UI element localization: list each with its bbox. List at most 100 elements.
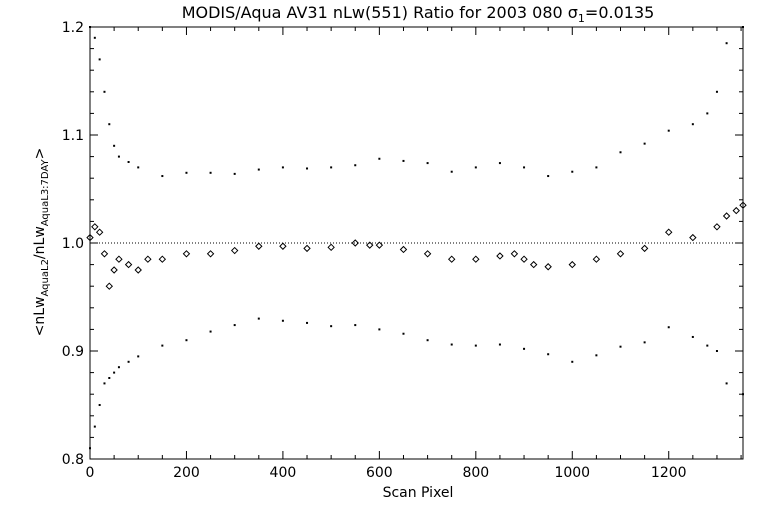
chart-title: MODIS/Aqua AV31 nLw(551) Ratio for 2003 …	[182, 3, 655, 25]
data-point	[523, 166, 526, 169]
data-point	[544, 263, 552, 271]
x-tick-label: 1000	[554, 465, 590, 481]
x-tick-label: 400	[270, 465, 297, 481]
data-point	[366, 241, 374, 249]
data-point	[510, 250, 519, 258]
data-point	[523, 347, 526, 350]
data-point	[450, 170, 453, 173]
data-point	[91, 223, 99, 231]
data-point	[354, 324, 357, 327]
data-point	[161, 344, 164, 347]
data-point	[89, 447, 91, 450]
data-point	[715, 90, 718, 93]
data-point	[402, 332, 405, 335]
data-point	[206, 250, 215, 258]
data-point	[520, 255, 528, 263]
data-point	[327, 243, 335, 252]
data-point	[568, 260, 576, 269]
x-tick-label: 0	[86, 465, 95, 481]
data-point	[616, 250, 625, 258]
y-tick-label: 1.0	[62, 236, 84, 252]
data-point	[233, 172, 236, 175]
y-tick-label: 0.8	[62, 452, 84, 468]
data-point	[547, 175, 550, 178]
data-point	[447, 255, 456, 263]
data-point	[619, 151, 622, 154]
series-mean-ratio	[86, 201, 747, 290]
data-point	[209, 171, 212, 174]
data-point	[547, 353, 550, 356]
data-point	[742, 26, 744, 28]
data-point	[722, 212, 731, 220]
data-point	[306, 167, 309, 170]
data-point	[399, 245, 408, 254]
data-point	[667, 326, 670, 329]
data-point	[110, 266, 118, 274]
data-point	[498, 162, 501, 165]
data-point	[472, 255, 480, 263]
data-point	[98, 58, 101, 61]
data-point	[89, 26, 91, 28]
data-point	[105, 282, 113, 290]
data-point	[93, 425, 96, 428]
data-point	[706, 344, 709, 347]
x-tick-label: 800	[462, 465, 489, 481]
y-tick-label: 1.1	[62, 128, 84, 144]
data-point	[281, 319, 284, 322]
y-axis-label: <nLwAquaL2/nLwAquaL3:7DAY>	[32, 148, 51, 337]
y-tick-label: 0.9	[62, 344, 84, 360]
series-upper-bound	[89, 26, 744, 178]
data-point	[595, 166, 598, 169]
y-tick-label: 1.2	[62, 20, 84, 36]
data-point	[423, 250, 432, 258]
data-point	[715, 350, 718, 352]
data-point	[378, 328, 381, 331]
data-point	[330, 166, 333, 169]
data-point	[725, 382, 728, 385]
data-point	[402, 159, 405, 162]
data-point	[117, 366, 120, 369]
data-point	[474, 166, 477, 169]
x-tick-label: 1200	[651, 465, 687, 481]
data-point	[667, 129, 670, 132]
data-point	[257, 317, 260, 320]
data-point	[571, 170, 574, 173]
data-point	[279, 242, 287, 250]
data-point	[127, 161, 130, 163]
x-axis-label: Scan Pixel	[383, 485, 454, 501]
data-point	[93, 36, 96, 39]
x-tick-label: 200	[173, 465, 200, 481]
data-point	[474, 344, 477, 347]
data-point	[185, 171, 188, 174]
data-point	[706, 112, 709, 115]
data-point	[665, 228, 673, 236]
data-point	[115, 255, 123, 263]
data-point	[375, 241, 384, 249]
data-point	[144, 255, 152, 263]
data-point	[137, 355, 140, 358]
data-point	[209, 330, 212, 333]
data-point	[108, 377, 111, 379]
data-point	[643, 341, 646, 344]
data-point	[86, 233, 94, 242]
data-point	[691, 123, 694, 126]
data-point	[127, 360, 130, 363]
data-point	[255, 242, 263, 250]
data-point	[134, 266, 142, 274]
data-point	[592, 255, 601, 263]
data-point	[257, 168, 260, 171]
data-point	[330, 325, 333, 328]
data-point	[450, 343, 453, 346]
data-point	[185, 339, 188, 342]
data-point	[732, 206, 740, 215]
data-point	[689, 233, 697, 242]
data-point	[103, 382, 106, 385]
data-point	[108, 123, 111, 126]
data-point	[595, 354, 598, 357]
data-point	[529, 260, 538, 269]
data-point	[281, 166, 284, 169]
data-point	[95, 228, 104, 236]
data-point	[725, 42, 728, 45]
data-point	[713, 223, 721, 231]
